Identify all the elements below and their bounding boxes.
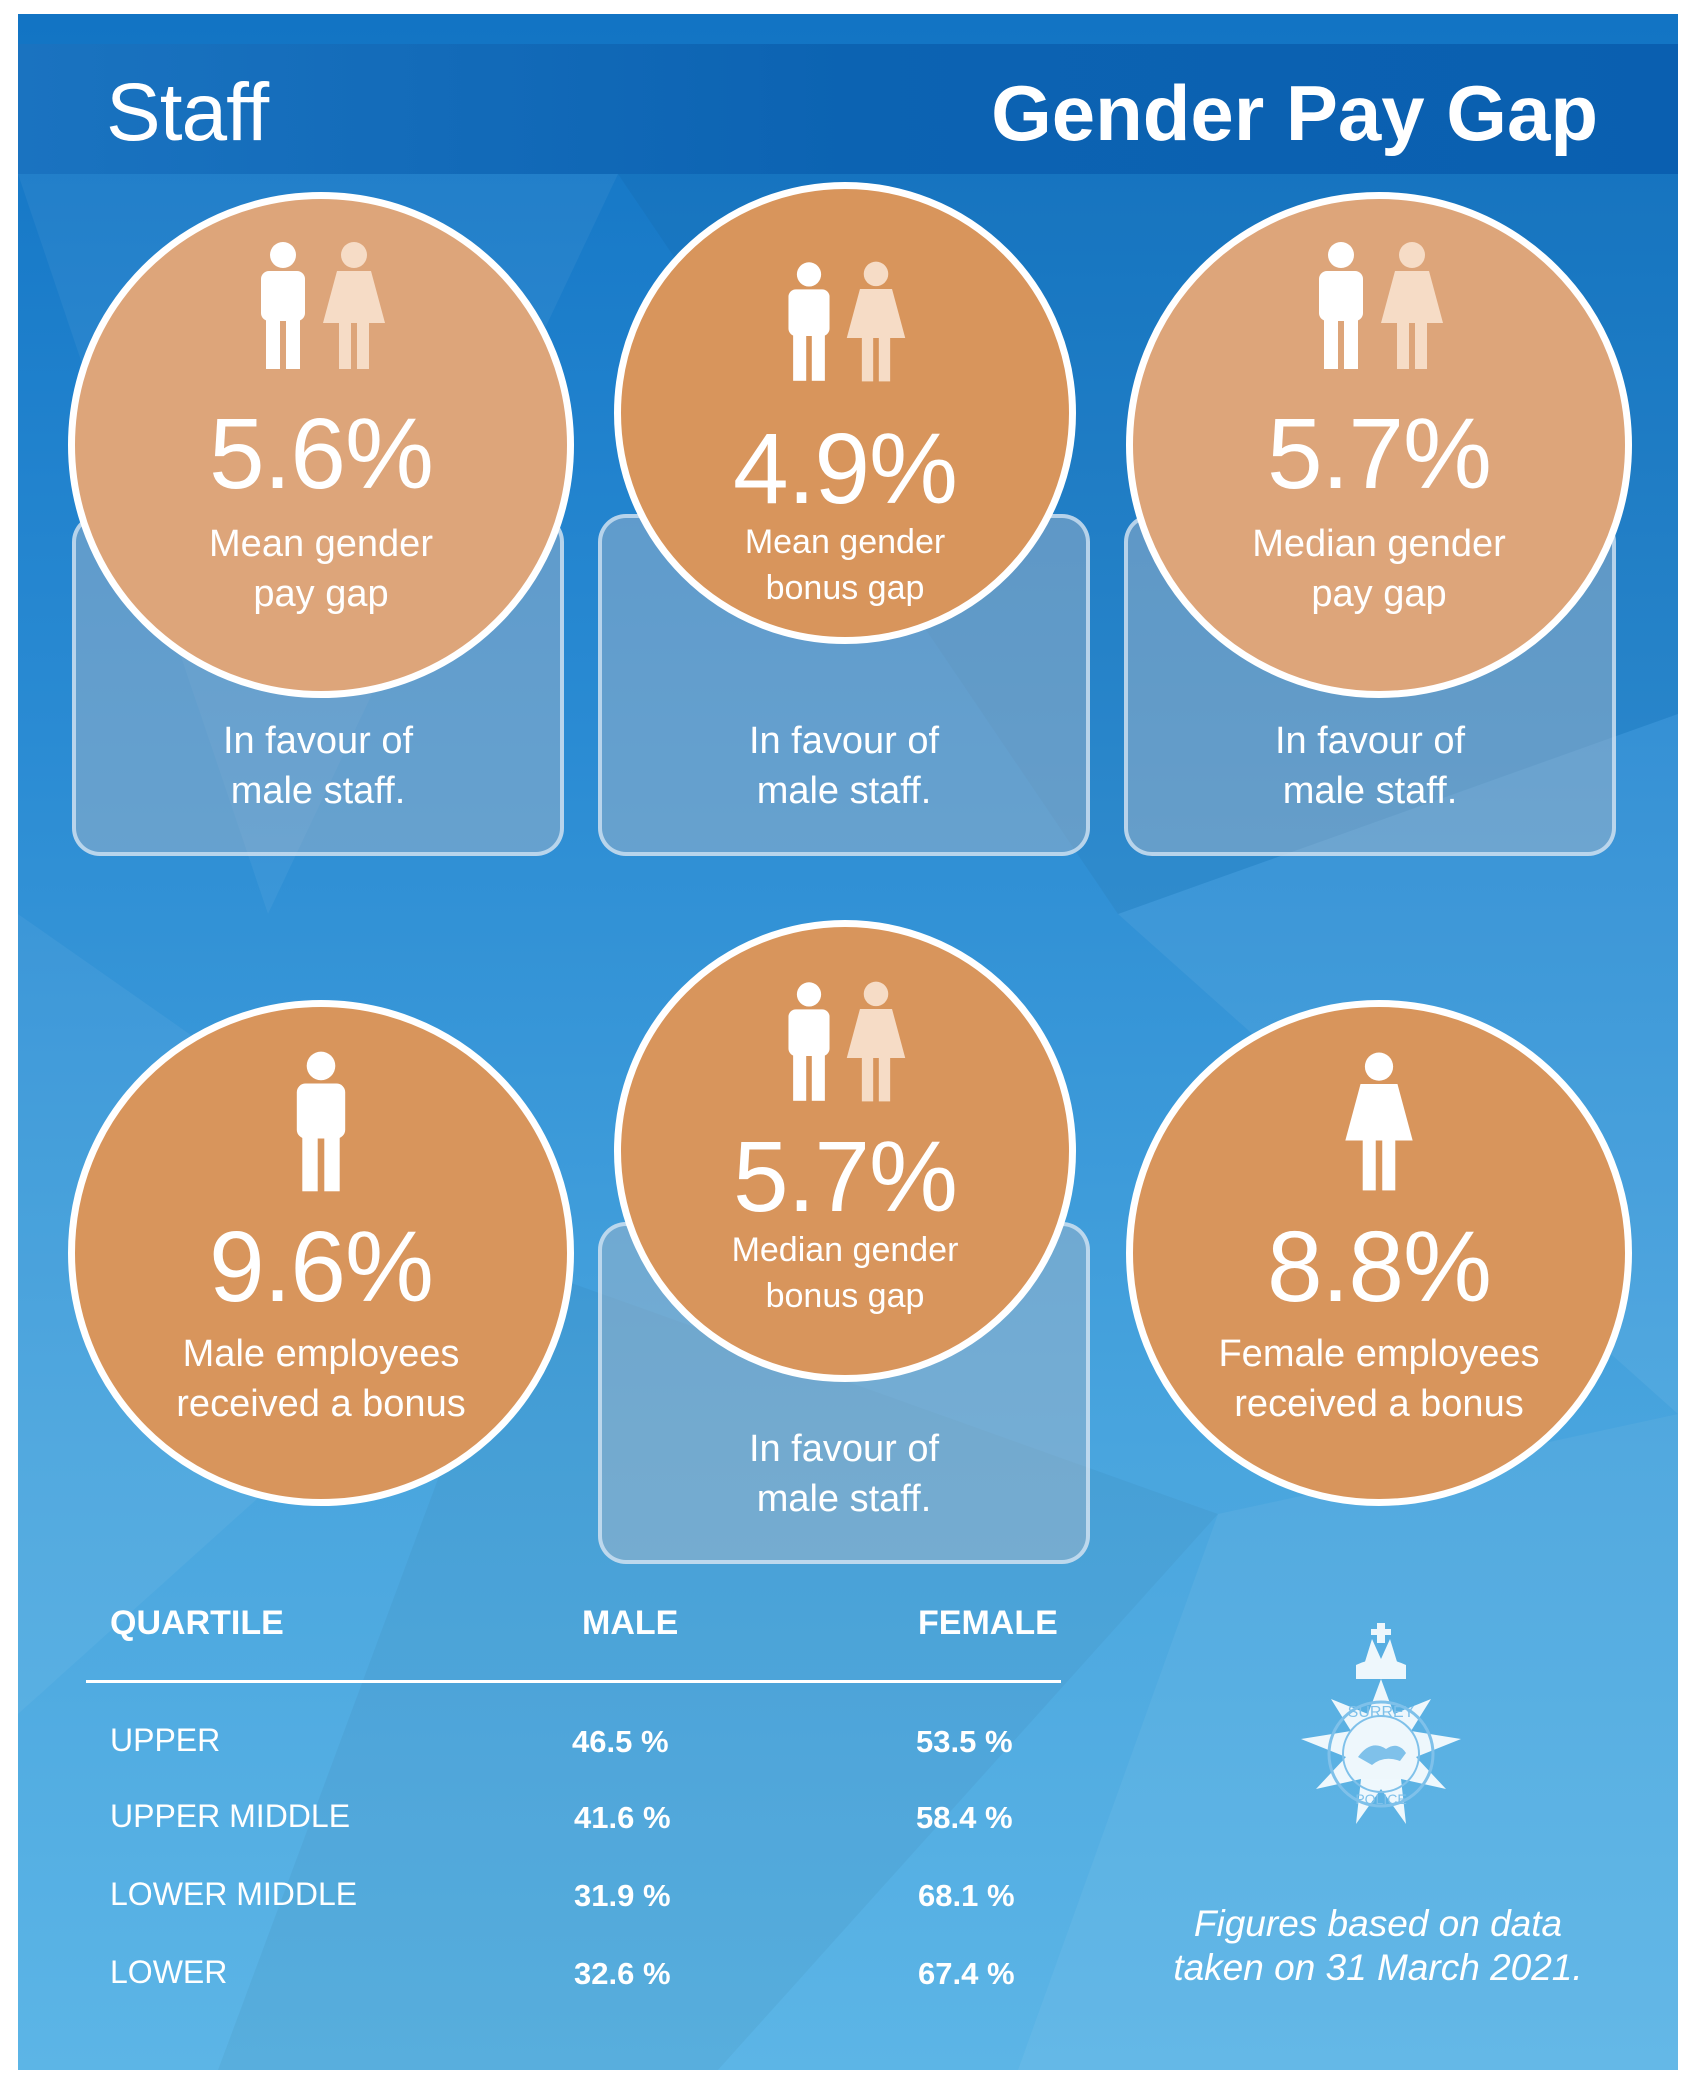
table-rule — [86, 1680, 1061, 1683]
metric-value: 5.7% — [733, 1121, 958, 1233]
female-icon — [1381, 242, 1443, 369]
female-icon — [323, 242, 385, 369]
male-icon-wrap — [75, 1049, 567, 1195]
male-female-icons — [621, 259, 1069, 385]
male-female-icons — [75, 241, 567, 371]
footnote: Figures based on data taken on 31 March … — [1158, 1902, 1598, 1990]
header-female: FEMALE — [918, 1604, 1058, 1642]
metric-circle-male-bonus: 9.6% Male employees received a bonus — [68, 1000, 574, 1506]
metric-label: Mean gender pay gap — [209, 523, 433, 615]
female-icon — [1345, 1052, 1413, 1191]
quartile-label: LOWER MIDDLE — [110, 1876, 358, 1912]
police-crest-icon: SURREY POLICE — [1301, 1623, 1461, 1824]
metric-label: Male employees received a bonus — [176, 1333, 466, 1425]
male-value: 32.6 % — [574, 1956, 671, 1991]
male-female-icons — [1133, 241, 1625, 371]
header-male: MALE — [582, 1604, 679, 1642]
section-title: Staff — [106, 67, 269, 158]
metric-circle-median-bonus-gap: 5.7% Median gender bonus gap — [614, 920, 1076, 1382]
metric-value: 8.8% — [1267, 1211, 1492, 1323]
male-value: 41.6 % — [574, 1800, 671, 1835]
metric-value: 4.9% — [733, 413, 958, 525]
metric-circle-median-pay-gap: 5.7% Median gender pay gap — [1126, 192, 1632, 698]
male-icon — [788, 262, 830, 381]
male-icon — [788, 982, 830, 1101]
male-value: 31.9 % — [574, 1878, 671, 1913]
note-line: male staff. — [1282, 770, 1458, 812]
crest-top-text: SURREY — [1348, 1704, 1415, 1721]
metric-circle-mean-pay-gap: 5.6% Mean gender pay gap — [68, 192, 574, 698]
quartile-label: UPPER MIDDLE — [110, 1798, 351, 1834]
quartile-label: LOWER — [110, 1954, 228, 1990]
metric-value: 9.6% — [209, 1211, 434, 1323]
metric-circle-mean-bonus-gap: 4.9% Mean gender bonus gap — [614, 182, 1076, 644]
page-title: Gender Pay Gap — [991, 69, 1598, 157]
note-line: In favour of — [748, 1428, 940, 1470]
header-quartile: QUARTILE — [110, 1604, 284, 1642]
quartile-label: UPPER — [110, 1722, 221, 1758]
male-female-icons — [621, 979, 1069, 1105]
metric-label: Median gender pay gap — [1252, 523, 1506, 615]
page-header: Staff Gender Pay Gap — [18, 44, 1678, 174]
female-value: 68.1 % — [918, 1878, 1015, 1913]
female-value: 67.4 % — [918, 1956, 1015, 1991]
footnote-line: Figures based on data — [1193, 1903, 1563, 1944]
note-line: In favour of — [748, 720, 940, 762]
note-line: male staff. — [756, 770, 932, 812]
male-icon — [296, 1051, 346, 1192]
infographic-page: Staff Gender Pay Gap In favour of male st… — [18, 14, 1678, 2070]
footnote-line: taken on 31 March 2021. — [1173, 1947, 1583, 1988]
note-line: male staff. — [230, 770, 406, 812]
crest-bottom-text: POLICE — [1355, 1791, 1406, 1807]
metric-value: 5.6% — [209, 398, 434, 510]
metric-label: Median gender bonus gap — [731, 1231, 959, 1315]
metric-value: 5.7% — [1267, 398, 1492, 510]
note-line: In favour of — [1274, 720, 1466, 762]
metric-circle-female-bonus: 8.8% Female employees received a bonus — [1126, 1000, 1632, 1506]
female-icon-wrap — [1133, 1049, 1625, 1195]
male-value: 46.5 % — [572, 1724, 669, 1759]
metric-label: Mean gender bonus gap — [744, 523, 946, 607]
female-value: 53.5 % — [916, 1724, 1013, 1759]
metric-label: Female employees received a bonus — [1218, 1333, 1540, 1425]
note-line: In favour of — [222, 720, 414, 762]
female-value: 58.4 % — [916, 1800, 1013, 1835]
male-icon — [1319, 242, 1363, 369]
female-icon — [846, 261, 906, 382]
note-line: male staff. — [756, 1478, 932, 1520]
female-icon — [846, 981, 906, 1102]
male-icon — [261, 242, 305, 369]
